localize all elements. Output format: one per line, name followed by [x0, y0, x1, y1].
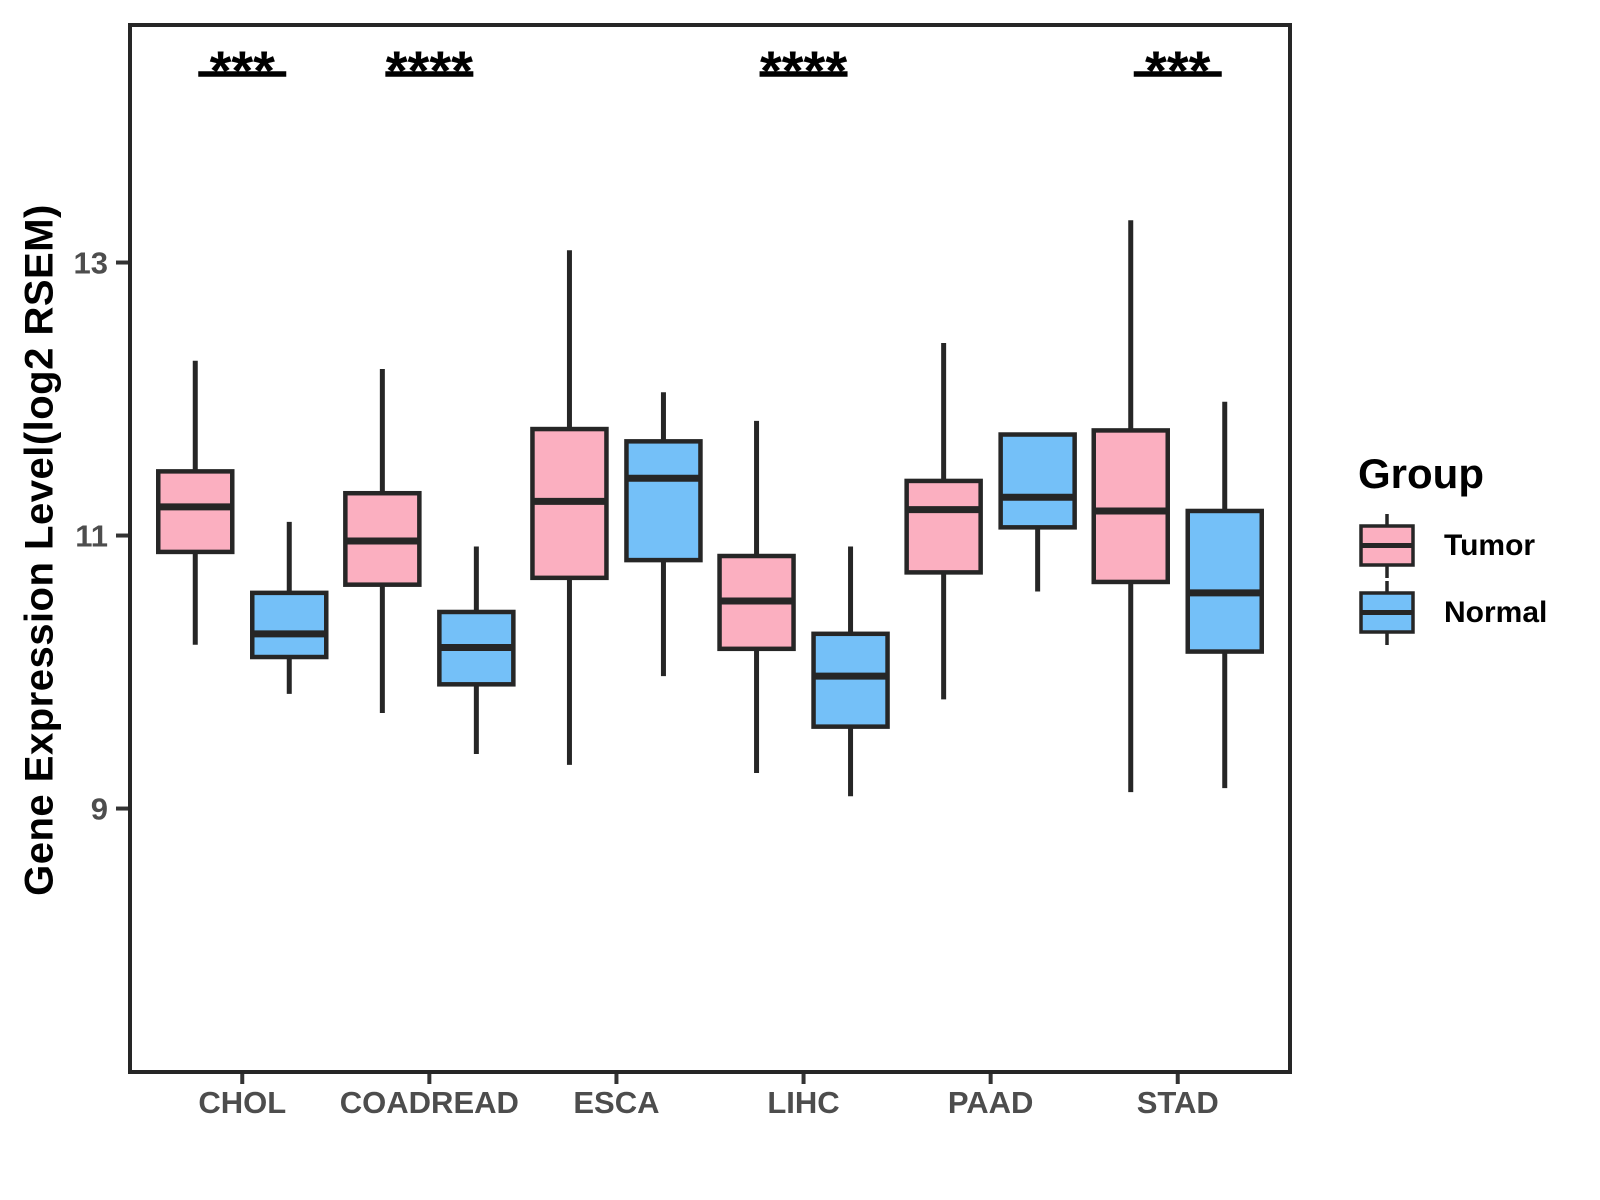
x-category-label: ESCA: [573, 1085, 659, 1120]
x-category-label: COADREAD: [340, 1085, 519, 1120]
y-tick-label: 11: [75, 519, 108, 554]
boxplot-box-normal-esca: [624, 439, 703, 563]
boxplot-box-normal-stad: [1185, 508, 1264, 654]
boxplot-box-tumor-paad: [904, 478, 983, 575]
tumor-boxplot-key-icon: [1359, 513, 1415, 578]
boxplot-box-tumor-chol: [156, 469, 235, 555]
significance-stars-chol: ***: [210, 39, 276, 102]
panel-border: [128, 23, 1292, 1074]
boxplot-box-normal-paad: [998, 432, 1077, 530]
x-category-label: STAD: [1137, 1085, 1219, 1120]
boxplot-box-tumor-stad: [1091, 428, 1170, 585]
significance-stars-stad: ***: [1145, 39, 1211, 102]
normal-boxplot-key-icon: [1359, 580, 1415, 645]
y-tick-label: 13: [74, 246, 108, 281]
legend-label-tumor: Tumor: [1444, 528, 1536, 562]
legend-title: Group: [1358, 450, 1484, 497]
boxplot-box-normal-chol: [250, 590, 329, 660]
y-axis-title: Gene Expression Level(log2 RSEM): [17, 204, 62, 896]
x-category-label: CHOL: [198, 1085, 286, 1120]
boxplot-box-normal-lihc: [811, 631, 890, 729]
x-category-label: PAAD: [948, 1085, 1034, 1120]
significance-stars-coadread: ****: [386, 39, 473, 102]
legend-item-tumor: Tumor: [1356, 512, 1547, 579]
y-tick-label: 9: [91, 792, 108, 827]
legend-item-normal: Normal: [1356, 579, 1547, 646]
significance-stars-lihc: ****: [760, 39, 847, 102]
legend: Group Tumor Normal: [1356, 450, 1547, 646]
x-category-label: LIHC: [767, 1085, 839, 1120]
legend-label-normal: Normal: [1444, 595, 1548, 629]
